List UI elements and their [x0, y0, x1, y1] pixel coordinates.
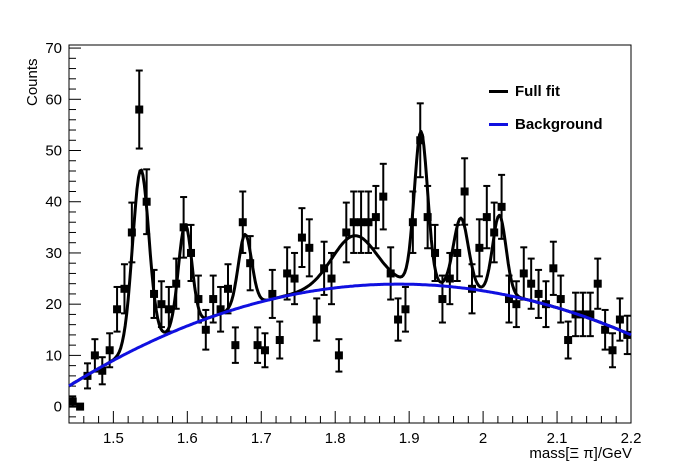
data-point: [423, 213, 432, 222]
background-curve: [68, 282, 632, 388]
data-point: [601, 325, 610, 334]
data-point: [475, 243, 484, 252]
data-point: [482, 213, 491, 222]
legend-label-background: Background: [515, 115, 603, 133]
background-line-swatch: [489, 122, 508, 126]
data-point: [504, 295, 513, 304]
data-point: [253, 341, 262, 350]
data-point: [586, 310, 595, 319]
y-tick-label: 30: [45, 245, 62, 262]
data-point: [608, 346, 617, 355]
data-point: [120, 284, 129, 293]
data-point: [216, 305, 225, 314]
data-point: [98, 366, 107, 375]
curves: [68, 129, 632, 388]
data-point: [564, 336, 573, 345]
x-tick-label: 2: [479, 430, 487, 447]
data-point: [157, 300, 166, 309]
data-point: [209, 295, 218, 304]
data-point: [519, 269, 528, 278]
x-tick-label: 1.6: [177, 430, 198, 447]
data-point: [349, 218, 358, 227]
data-point: [431, 248, 440, 257]
legend-label-full-fit: Full fit: [515, 82, 560, 100]
y-tick-label: 10: [45, 347, 62, 364]
data-point: [275, 336, 284, 345]
data-point: [238, 218, 247, 227]
x-tick-label: 2.1: [547, 430, 568, 447]
data-point: [113, 305, 122, 314]
y-tick-label: 0: [54, 399, 62, 416]
data-point: [512, 300, 521, 309]
full-fit-curve: [68, 129, 632, 388]
data-point: [527, 279, 536, 288]
data-point: [164, 305, 173, 314]
data-point: [401, 305, 410, 314]
x-tick-label: 1.8: [325, 430, 346, 447]
y-tick-label: 20: [45, 296, 62, 313]
data-point: [556, 295, 565, 304]
data-point: [327, 274, 336, 283]
axes-ticks: 1.5 1.6 1.7 1.8 1.9 2 2.1 2.2 0 10 20 30 40 50 60 70: [45, 40, 641, 447]
data-point: [135, 105, 144, 114]
data-point: [364, 218, 373, 227]
y-tick-label: 60: [45, 91, 62, 108]
y-tick-label: 50: [45, 143, 62, 160]
data-point: [260, 346, 269, 355]
data-point: [386, 269, 395, 278]
data-point: [334, 351, 343, 360]
full-fit-line-swatch: [489, 89, 508, 93]
data-point: [305, 243, 314, 252]
y-tick-label: 40: [45, 194, 62, 211]
data-point: [578, 310, 587, 319]
data-point: [297, 233, 306, 242]
legend-entry-background: Background: [489, 115, 603, 133]
data-point: [416, 136, 425, 145]
data-point: [357, 218, 366, 227]
data-point: [379, 192, 388, 201]
x-tick-label: 1.9: [399, 430, 420, 447]
data-point: [246, 259, 255, 268]
x-tick-label: 2.2: [621, 430, 642, 447]
data-point: [460, 187, 469, 196]
x-tick-label: 1.7: [251, 430, 272, 447]
x-axis-title: mass[Ξ π]/GeV: [529, 445, 632, 462]
data-point: [194, 295, 203, 304]
data-point: [312, 315, 321, 324]
data-point: [371, 213, 380, 222]
data-point: [76, 402, 85, 411]
data-point: [342, 228, 351, 237]
data-point: [534, 289, 543, 298]
y-tick-label: 70: [45, 40, 62, 57]
data-point: [593, 279, 602, 288]
data-point: [268, 289, 277, 298]
data-point: [453, 248, 462, 257]
data-point: [438, 295, 447, 304]
data-point: [549, 264, 558, 273]
data-point: [615, 315, 624, 324]
legend-entry-full-fit: Full fit: [489, 82, 603, 100]
data-point: [105, 346, 114, 355]
data-point: [223, 284, 232, 293]
y-axis-title: Counts: [24, 58, 41, 106]
data-point: [90, 351, 99, 360]
legend: Full fit Background: [489, 83, 603, 149]
data-point: [283, 269, 292, 278]
data-point: [231, 341, 240, 350]
data-point: [394, 315, 403, 324]
data-point: [127, 228, 136, 237]
data-point: [497, 202, 506, 211]
data-point: [445, 274, 454, 283]
x-tick-label: 1.5: [103, 430, 124, 447]
data-point: [68, 397, 77, 406]
data-point: [290, 274, 299, 283]
data-points: [68, 105, 632, 411]
data-point: [201, 325, 210, 334]
